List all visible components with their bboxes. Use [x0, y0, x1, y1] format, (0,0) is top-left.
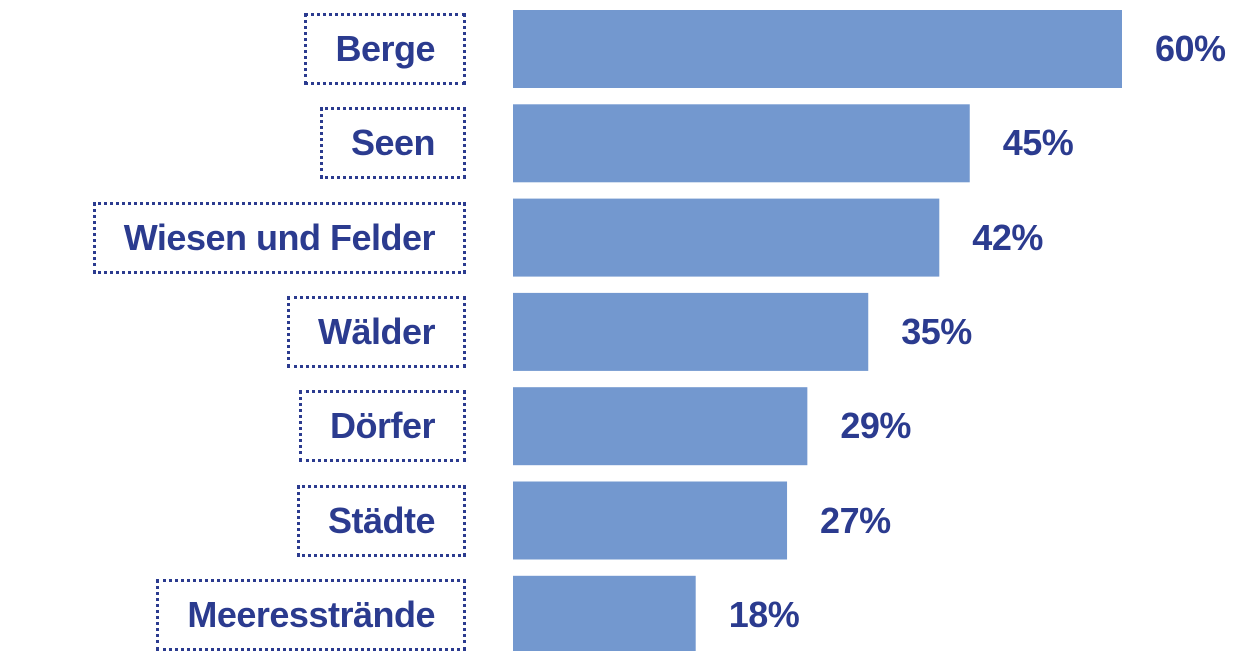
category-label: Wälder	[286, 295, 466, 368]
bar	[513, 104, 970, 183]
value-label: 18%	[728, 593, 800, 635]
bar	[513, 575, 696, 651]
bar	[513, 481, 788, 560]
category-label: Städte	[296, 484, 466, 557]
value-label: 29%	[840, 405, 911, 447]
value-label: 35%	[901, 310, 972, 352]
value-label: 45%	[1002, 122, 1074, 164]
category-label: Dörfer	[298, 390, 466, 463]
value-label: 60%	[1155, 28, 1226, 69]
bar	[513, 198, 940, 277]
value-label: 42%	[972, 216, 1043, 258]
category-label: Wiesen und Felder	[92, 201, 466, 274]
bar	[513, 387, 808, 466]
category-label: Seen	[319, 107, 466, 180]
bar	[513, 292, 869, 371]
value-label: 27%	[820, 499, 891, 541]
bar	[513, 10, 1122, 88]
category-label: Berge	[304, 13, 466, 85]
category-label: Meeresstrände	[156, 578, 466, 651]
